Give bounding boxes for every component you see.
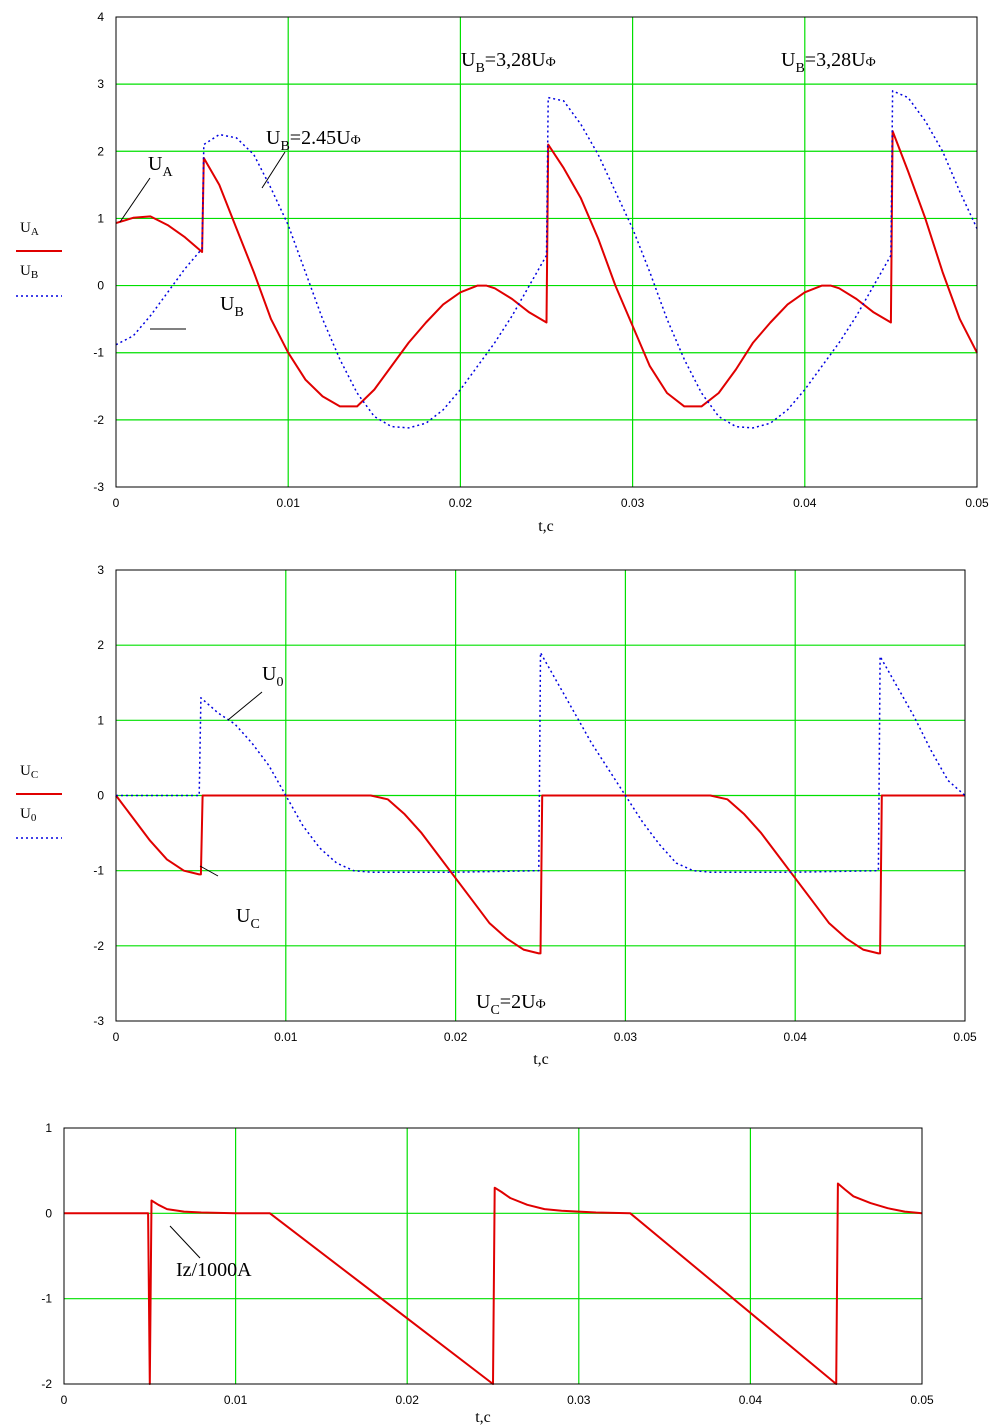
chart-1-annotation-ub-245-leader xyxy=(261,151,286,189)
chart-1-x-tick-label: 0.04 xyxy=(793,496,817,510)
chart-2-x-tick-label: 0.03 xyxy=(614,1030,638,1044)
svg-text:UA: UA xyxy=(20,220,39,238)
chart-2-x-axis-label: t,c xyxy=(533,1051,549,1068)
chart-2-x-tick-label: 0 xyxy=(113,1030,120,1044)
chart-1-series-2-line xyxy=(115,90,978,429)
chart-3-y-tick-label: 0 xyxy=(45,1206,52,1220)
chart-2-annotation-uc: UC xyxy=(236,905,260,932)
chart-1-y-tick-label: -1 xyxy=(93,346,104,360)
chart-2-legend-1-main: U xyxy=(20,763,31,779)
chart-3-series xyxy=(64,1182,923,1385)
chart-1-legend: UA UB xyxy=(16,220,62,297)
chart-2-series xyxy=(115,651,966,955)
chart-3-x-tick-label: 0.05 xyxy=(910,1393,934,1407)
chart-3-y-tick-label: -1 xyxy=(41,1292,52,1306)
chart-3-x-tick-label: 0 xyxy=(61,1393,68,1407)
chart-1-annotation-ub: UB xyxy=(220,293,244,320)
chart-3-ticks: 0 0.01 0.02 0.03 0.04 0.05 -2 -1 0 1 xyxy=(41,1121,934,1407)
chart-3-x-tick-label: 0.03 xyxy=(567,1393,591,1407)
chart-2-plot-frame xyxy=(115,569,966,1022)
chart-2-annotation-u0-leader xyxy=(227,691,263,721)
chart-3-y-tick-label: -2 xyxy=(41,1377,52,1391)
chart-2-annotation-u0: U0 xyxy=(262,663,283,690)
chart-1-annotation-ua: UA xyxy=(148,153,173,180)
svg-text:UB: UB xyxy=(20,263,38,281)
chart-1-y-tick-label: -3 xyxy=(93,480,104,494)
chart-3-annotation-iz: Iz/1000A xyxy=(176,1259,252,1281)
chart-2-x-tick-label: 0.05 xyxy=(953,1030,977,1044)
chart-2-legend-2-main: U xyxy=(20,806,31,822)
chart-1-y-tick-label: 1 xyxy=(97,211,104,225)
chart-2-ticks: 0 0.01 0.02 0.03 0.04 0.05 -3 -2 -1 0 1 2 3 xyxy=(93,563,977,1044)
chart-1-legend-1-main: U xyxy=(20,220,31,236)
chart-1-y-tick-label: -2 xyxy=(93,413,104,427)
chart-1-legend-2-main: U xyxy=(20,263,31,279)
chart-1-annotation-ub-328-a: UB=3,28UФ xyxy=(461,49,556,76)
chart-1-ticks: 0 0.01 0.02 0.03 0.04 0.05 -3 -2 -1 0 1 2 3 4 xyxy=(93,10,989,510)
chart-2-y-tick-label: 3 xyxy=(97,563,104,577)
chart-1-y-tick-label: 0 xyxy=(97,279,104,293)
chart-1-series-1-line xyxy=(115,130,978,408)
chart-2-x-tick-label: 0.04 xyxy=(784,1030,808,1044)
chart-2-annotation-uc-2: UC=2UФ xyxy=(476,991,546,1018)
chart-1-y-tick-label: 3 xyxy=(97,77,104,91)
chart-3-x-tick-label: 0.01 xyxy=(224,1393,248,1407)
chart-2-x-tick-label: 0.02 xyxy=(444,1030,468,1044)
chart-1-annotation-ua-leader xyxy=(119,177,151,223)
chart-2-y-tick-label: -2 xyxy=(93,939,104,953)
chart-1-x-axis-label: t,c xyxy=(538,518,554,535)
chart-3-x-axis-label: t,c xyxy=(475,1409,491,1426)
chart-1-plot-frame xyxy=(115,16,978,488)
chart-1-x-tick-label: 0 xyxy=(113,496,120,510)
svg-text:U0: U0 xyxy=(20,806,37,824)
chart-2-series-2-line xyxy=(116,651,966,873)
chart-2-y-tick-label: 0 xyxy=(97,789,104,803)
chart-1-x-tick-label: 0.02 xyxy=(449,496,473,510)
chart-3: 0 0.01 0.02 0.03 0.04 0.05 -2 -1 0 1 t,c Iz/1000A xyxy=(41,1121,934,1426)
chart-1-x-tick-label: 0.01 xyxy=(277,496,301,510)
chart-2-legend-2-sub: 0 xyxy=(31,812,37,824)
chart-2-y-tick-label: -3 xyxy=(93,1014,104,1028)
chart-3-y-tick-label: 1 xyxy=(45,1121,52,1135)
chart-1-x-tick-label: 0.05 xyxy=(965,496,989,510)
chart-2-x-tick-label: 0.01 xyxy=(274,1030,298,1044)
chart-1-legend-1-sub: A xyxy=(31,226,39,238)
chart-2-legend-1-sub: C xyxy=(31,769,38,781)
chart-2-y-tick-label: -1 xyxy=(93,864,104,878)
chart-3-annotation-iz-leader xyxy=(169,1225,201,1259)
chart-3-x-tick-label: 0.04 xyxy=(739,1393,763,1407)
svg-text:UC: UC xyxy=(20,763,38,781)
chart-2-annotation-uc-leader xyxy=(199,865,219,877)
chart-2-y-tick-label: 2 xyxy=(97,638,104,652)
chart-1-series xyxy=(115,90,978,429)
chart-1-legend-2-sub: B xyxy=(31,269,38,281)
chart-1-x-tick-label: 0.03 xyxy=(621,496,645,510)
chart-2-y-tick-label: 1 xyxy=(97,713,104,727)
chart-1-annotation-ub-245: UB=2.45UФ xyxy=(266,127,361,154)
chart-3-series-1-line xyxy=(64,1182,923,1385)
chart-2-legend: UC U0 xyxy=(16,763,62,839)
chart-3-x-tick-label: 0.02 xyxy=(396,1393,420,1407)
chart-1-y-tick-label: 4 xyxy=(97,10,104,24)
chart-3-plot-frame xyxy=(63,1127,923,1385)
chart-1: 0 0.01 0.02 0.03 0.04 0.05 -3 -2 -1 0 1 2 3 4 t,c UA … xyxy=(16,10,989,535)
chart-1-y-tick-label: 2 xyxy=(97,144,104,158)
chart-2-series-1-line xyxy=(115,794,965,955)
chart-1-annotation-ub-328-b: UB=3,28UФ xyxy=(781,49,876,76)
